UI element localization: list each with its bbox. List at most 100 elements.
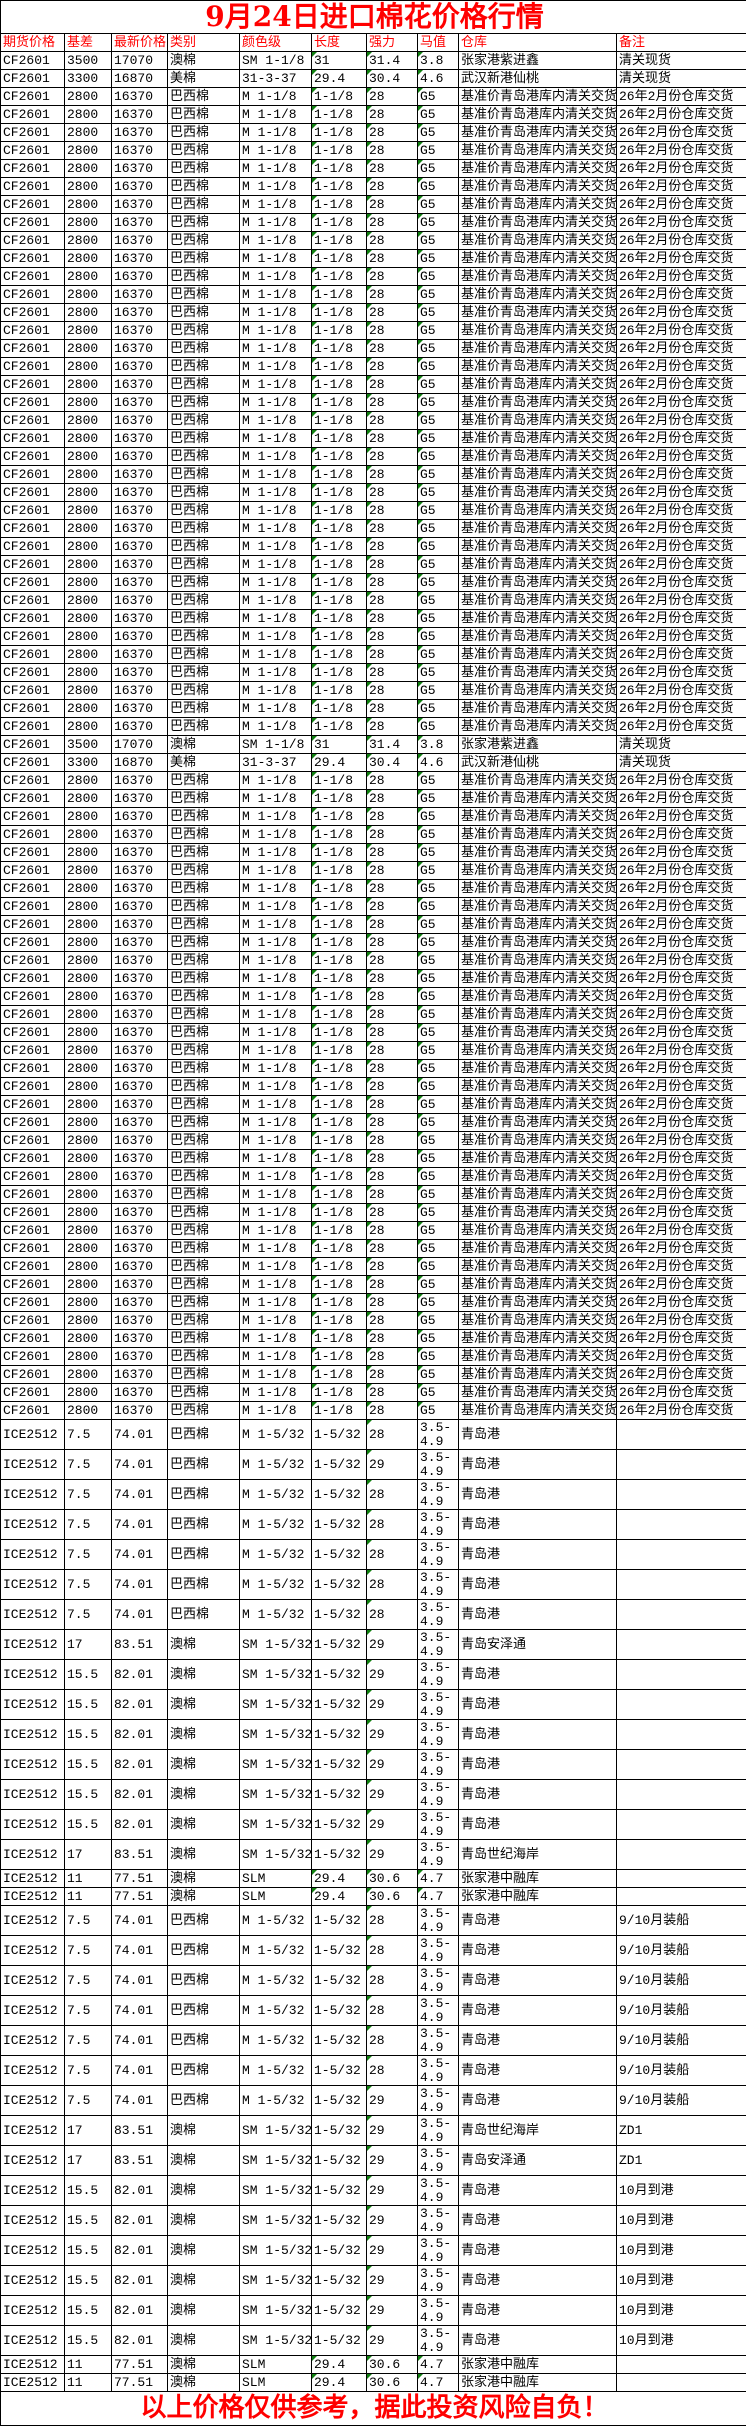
cell-basis: 17	[64, 2145, 112, 2176]
cell-futures-price: ICE2512	[0, 2115, 65, 2146]
title-row: 9月24日进口棉花价格行情	[0, 0, 746, 34]
cell-strength: 28	[366, 1005, 418, 1024]
cell-futures-price: CF2601	[0, 321, 65, 340]
cell-latest-price: 77.51	[111, 2373, 168, 2392]
cell-length: 1-1/8	[311, 267, 367, 286]
cell-color-grade: M 1-1/8	[239, 1257, 312, 1276]
cell-color-grade: M 1-1/8	[239, 1401, 312, 1420]
cell-remarks: 26年2月份仓库交货	[615, 1365, 746, 1384]
cell-category: 巴西棉	[167, 573, 240, 592]
cell-category: 巴西棉	[167, 1449, 240, 1480]
cell-length: 1-1/8	[311, 555, 367, 574]
cell-category: 巴西棉	[167, 1113, 240, 1132]
cell-futures-price: CF2601	[0, 1311, 65, 1330]
cell-futures-price: ICE2512	[0, 1569, 65, 1600]
cell-remarks: 10月到港	[615, 2265, 746, 2296]
cell-remarks: 26年2月份仓库交货	[615, 1041, 746, 1060]
cell-latest-price: 16370	[111, 1131, 168, 1150]
cell-warehouse: 张家港中融库	[458, 1869, 617, 1888]
cell-strength: 29	[366, 2115, 418, 2146]
cell-micronaire: G5	[417, 843, 459, 862]
cell-warehouse: 基准价青岛港库内清关交货；	[458, 1293, 617, 1312]
cell-basis: 2800	[64, 1131, 112, 1150]
cell-category: 巴西棉	[167, 861, 240, 880]
cell-basis: 2800	[64, 573, 112, 592]
cell-length: 1-1/8	[311, 231, 367, 250]
cell-color-grade: M 1-1/8	[239, 519, 312, 538]
cell-warehouse: 张家港中融库	[458, 2355, 617, 2374]
cell-micronaire: 3.5-4.9	[417, 1569, 459, 1600]
cell-basis: 2800	[64, 519, 112, 538]
cell-futures-price: ICE2512	[0, 1965, 65, 1996]
cell-futures-price: CF2601	[0, 573, 65, 592]
table-row: CF2601 2800 16370 巴西棉 M 1-1/8 1-1/8 28 G5 基准价青岛港…	[0, 1059, 746, 1078]
table-row: CF2601 2800 16370 巴西棉 M 1-1/8 1-1/8 28 G5 基准价青岛港…	[0, 1131, 746, 1150]
cell-remarks: 26年2月份仓库交货	[615, 519, 746, 538]
cell-color-grade: SM 1-1/8	[239, 51, 312, 70]
cell-latest-price: 16370	[111, 1095, 168, 1114]
cell-warehouse: 基准价青岛港库内清关交货；	[458, 1203, 617, 1222]
cell-latest-price: 16370	[111, 285, 168, 304]
cell-futures-price: CF2601	[0, 429, 65, 448]
cell-futures-price: CF2601	[0, 555, 65, 574]
cell-basis: 3300	[64, 753, 112, 772]
cell-strength: 28	[366, 1965, 418, 1996]
cell-basis: 2800	[64, 1167, 112, 1186]
disclaimer: 以上价格仅供参考，据此投资风险自负！	[0, 2391, 746, 2426]
cell-category: 巴西棉	[167, 285, 240, 304]
cell-warehouse: 青岛港	[458, 1749, 617, 1780]
cell-color-grade: SM 1-5/32	[239, 1779, 312, 1810]
table-row: CF2601 2800 16370 巴西棉 M 1-1/8 1-1/8 28 G5 基准价青岛港…	[0, 339, 746, 358]
cell-micronaire: 3.5-4.9	[417, 1719, 459, 1750]
cell-micronaire: G5	[417, 555, 459, 574]
cell-micronaire: G5	[417, 285, 459, 304]
cell-length: 1-5/32	[311, 2055, 367, 2086]
cell-latest-price: 74.01	[111, 1509, 168, 1540]
cell-basis: 15.5	[64, 1659, 112, 1690]
cell-remarks: 26年2月份仓库交货	[615, 771, 746, 790]
cell-remarks: 26年2月份仓库交货	[615, 1113, 746, 1132]
cell-strength: 28	[366, 1095, 418, 1114]
cell-micronaire: 3.5-4.9	[417, 1419, 459, 1450]
cell-basis: 15.5	[64, 1749, 112, 1780]
cell-color-grade: M 1-1/8	[239, 465, 312, 484]
cell-micronaire: G5	[417, 537, 459, 556]
cell-basis: 7.5	[64, 1905, 112, 1936]
cell-basis: 2800	[64, 105, 112, 124]
cell-strength: 28	[366, 681, 418, 700]
cell-micronaire: G5	[417, 429, 459, 448]
cell-warehouse: 基准价青岛港库内清关交货；	[458, 555, 617, 574]
cell-category: 澳棉	[167, 1779, 240, 1810]
cell-micronaire: G5	[417, 447, 459, 466]
cell-latest-price: 16370	[111, 1239, 168, 1258]
cell-length: 1-1/8	[311, 1293, 367, 1312]
cell-strength: 28	[366, 789, 418, 808]
cell-futures-price: CF2601	[0, 1257, 65, 1276]
cell-latest-price: 16370	[111, 87, 168, 106]
cell-color-grade: M 1-1/8	[239, 807, 312, 826]
cell-micronaire: G5	[417, 663, 459, 682]
table-row: CF2601 2800 16370 巴西棉 M 1-1/8 1-1/8 28 G5 基准价青岛港…	[0, 1329, 746, 1348]
cell-latest-price: 17070	[111, 51, 168, 70]
cell-micronaire: G5	[417, 987, 459, 1006]
table-row: CF2601 2800 16370 巴西棉 M 1-1/8 1-1/8 28 G5 基准价青岛港…	[0, 105, 746, 124]
cell-basis: 2800	[64, 537, 112, 556]
cell-remarks	[615, 1719, 746, 1750]
cell-remarks: 26年2月份仓库交货	[615, 105, 746, 124]
cell-strength: 28	[366, 1995, 418, 2026]
cell-warehouse: 青岛港	[458, 2085, 617, 2116]
cell-strength: 28	[366, 843, 418, 862]
header-remarks: 备注	[615, 33, 746, 52]
cell-warehouse: 青岛港	[458, 1779, 617, 1810]
cell-length: 1-5/32	[311, 1629, 367, 1660]
cell-latest-price: 83.51	[111, 1629, 168, 1660]
cell-category: 巴西棉	[167, 717, 240, 736]
cell-futures-price: ICE2512	[0, 1419, 65, 1450]
cell-warehouse: 基准价青岛港库内清关交货；	[458, 1149, 617, 1168]
cell-category: 巴西棉	[167, 1539, 240, 1570]
cell-latest-price: 16370	[111, 321, 168, 340]
cell-remarks: 26年2月份仓库交货	[615, 267, 746, 286]
cell-micronaire: 3.5-4.9	[417, 2175, 459, 2206]
cell-category: 巴西棉	[167, 429, 240, 448]
cell-warehouse: 青岛港	[458, 1539, 617, 1570]
